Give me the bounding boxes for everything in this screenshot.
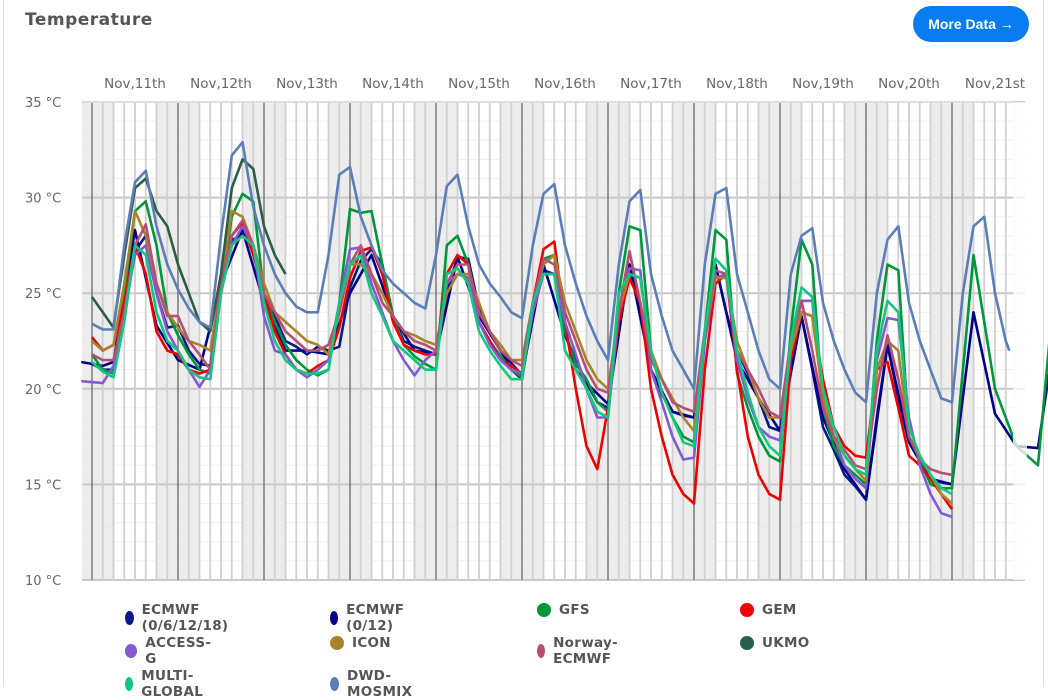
legend-item[interactable]: DWD-MOSMIX [330, 668, 417, 700]
more-data-button[interactable]: More Data → [913, 6, 1029, 42]
legend-item[interactable]: MULTI-GLOBAL [125, 668, 209, 700]
y-tick-label: 30 °C [25, 192, 61, 207]
legend-label: GFS [559, 602, 590, 618]
legend-label: Norway-ECMWF [553, 635, 618, 667]
legend-item[interactable]: ECMWF (0/12) [330, 602, 410, 634]
legend-item[interactable]: Norway-ECMWF [537, 635, 624, 667]
x-tick-label: Nov,14th [362, 76, 424, 92]
legend-swatch-icon [330, 636, 344, 650]
chart-title: Temperature [25, 10, 153, 30]
legend-item[interactable]: GFS [537, 602, 590, 618]
legend-item[interactable]: ECMWF (0/6/12/18) [125, 602, 234, 634]
x-tick-label: Nov,11th [104, 76, 166, 92]
series-line-norway-ecmwf[interactable] [91, 219, 953, 477]
night-band [82, 102, 114, 580]
series-line-gfs[interactable] [90, 192, 1048, 490]
y-tick-label: 20 °C [25, 383, 61, 398]
legend-label: ECMWF (0/6/12/18) [141, 602, 229, 634]
x-tick-label: Nov,12th [190, 76, 252, 92]
x-tick-label: Nov,16th [534, 76, 596, 92]
y-tick-label: 10 °C [25, 574, 61, 589]
temperature-chart: 35 °C30 °C25 °C20 °C15 °C10 °C Nov,11th N… [25, 76, 1048, 589]
legend-item[interactable]: ACCESS-G [125, 635, 213, 667]
right-fade [1013, 102, 1027, 580]
legend-swatch-icon [740, 636, 754, 650]
chart-card [3, 0, 1044, 687]
legend-item[interactable]: GEM [740, 602, 797, 618]
legend-label: ECMWF (0/12) [346, 602, 405, 634]
x-tick-label: Nov,21st [965, 76, 1025, 92]
legend-swatch-icon [125, 677, 134, 691]
legend-swatch-icon [330, 677, 339, 691]
y-tick-label: 35 °C [25, 96, 61, 111]
legend-swatch-icon [537, 644, 546, 658]
y-tick-label: 25 °C [25, 287, 61, 302]
legend-label: MULTI-GLOBAL [141, 668, 204, 700]
y-axis: 35 °C 30 °C 25 °C 20 °C 15 °C 10 °C [25, 96, 61, 589]
x-axis: Nov,11th Nov,12th Nov,13th Nov,14th Nov,15th… [104, 76, 1025, 92]
legend-label: ICON [352, 635, 391, 651]
y-tick-label: 15 °C [25, 478, 61, 493]
x-tick-label: Nov,18th [706, 76, 768, 92]
legend-label: DWD-MOSMIX [346, 668, 413, 700]
x-tick-label: Nov,19th [792, 76, 854, 92]
legend-swatch-icon [125, 611, 134, 625]
legend-swatch-icon [537, 603, 551, 617]
legend-label: ACCESS-G [145, 635, 212, 667]
legend-swatch-icon [125, 644, 138, 658]
legend-label: GEM [762, 602, 797, 618]
series-lines [81, 102, 1048, 580]
x-tick-label: Nov,20th [878, 76, 940, 92]
x-tick-label: Nov,13th [276, 76, 338, 92]
series-line-dwd-mosmix[interactable] [91, 140, 1011, 404]
legend-item[interactable]: UKMO [740, 635, 810, 651]
legend-swatch-icon [740, 603, 754, 617]
legend-item[interactable]: ICON [330, 635, 391, 651]
legend-swatch-icon [330, 611, 339, 625]
x-tick-label: Nov,15th [448, 76, 510, 92]
legend-label: UKMO [762, 635, 810, 651]
series-line-multi-global[interactable] [91, 234, 953, 496]
x-tick-label: Nov,17th [620, 76, 682, 92]
